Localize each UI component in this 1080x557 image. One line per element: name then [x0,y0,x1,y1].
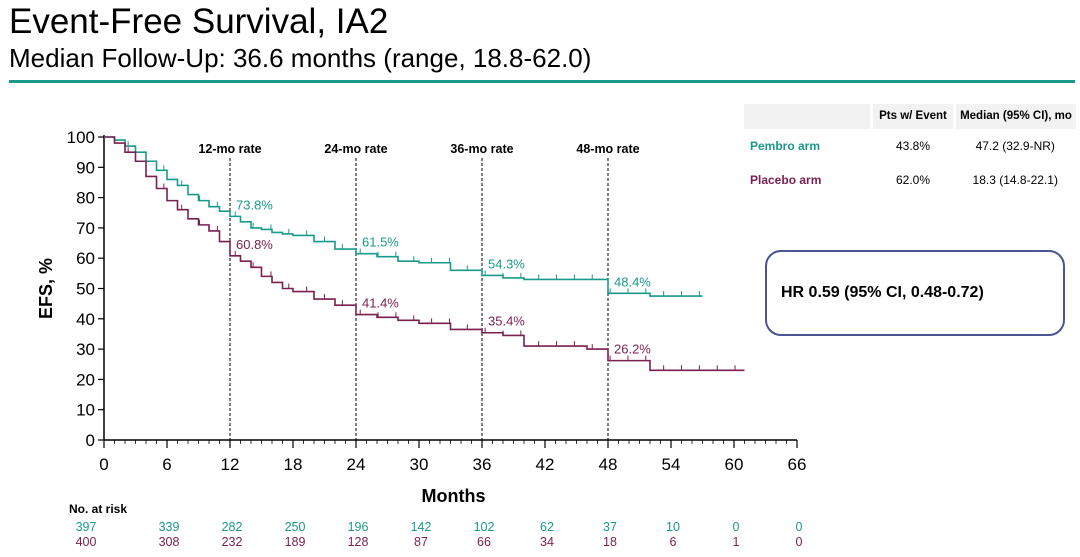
x-tick-label: 48 [599,455,618,474]
y-tick-label: 40 [76,310,95,329]
cell-placebo-median: 18.3 (14.8-22.1) [972,173,1058,187]
cell-pembro-median: 47.2 (32.9-NR) [975,139,1055,153]
placebo-curve [104,136,745,372]
at-risk-value: 62 [540,520,554,534]
at-risk-value: 66 [477,535,491,549]
x-tick-label: 54 [662,455,681,474]
landmark-label: 48-mo rate [576,142,639,156]
at-risk-value: 37 [603,520,617,534]
y-tick-label: 60 [76,249,95,268]
y-tick-label: 90 [76,158,95,177]
x-tick-label: 18 [284,455,303,474]
rate-label: 35.4% [488,314,525,329]
y-axis-label: EFS, % [36,258,56,319]
rate-label: 26.2% [614,342,651,357]
landmark-label: 24-mo rate [324,142,387,156]
at-risk-value: 87 [414,535,428,549]
at-risk-value: 400 [76,535,97,549]
y-tick-label: 30 [76,340,95,359]
page-title: Event-Free Survival, IA2 [9,2,389,41]
at-risk-value: 18 [603,535,617,549]
at-risk-value: 308 [159,535,180,549]
at-risk-value: 232 [222,535,243,549]
at-risk-value: 102 [474,520,495,534]
x-tick-label: 36 [473,455,492,474]
at-risk-value: 128 [348,535,369,549]
col-header-median: Median (95% CI), mo [953,104,1076,129]
at-risk-value: 196 [348,520,369,534]
y-tick-label: 0 [86,431,95,450]
y-tick-label: 20 [76,370,95,389]
col-header-pts-event: Pts w/ Event [870,104,955,129]
at-risk-value: 10 [666,520,680,534]
x-tick-label: 0 [99,455,108,474]
median-summary-table: Pts w/ Event Median (95% CI), mo Pembro … [744,104,1076,197]
table-row: Pembro arm 43.8% 47.2 (32.9-NR) [744,129,1076,163]
at-risk-value: 34 [540,535,554,549]
pembro-curve [104,136,703,297]
landmark-label: 12-mo rate [198,142,261,156]
at-risk-value: 189 [285,535,306,549]
x-tick-label: 66 [788,455,807,474]
rate-label: 73.8% [236,197,273,212]
at-risk-value: 0 [733,520,740,534]
y-tick-label: 50 [76,280,95,299]
at-risk-title: No. at risk [69,502,127,516]
at-risk-value: 1 [733,535,740,549]
table-corner [744,104,872,129]
rate-label: 54.3% [488,256,525,271]
row-label-pembro: Pembro arm [750,139,821,153]
row-label-placebo: Placebo arm [750,173,822,187]
at-risk-value: 250 [285,520,306,534]
at-risk-value: 282 [222,520,243,534]
title-divider [9,80,1075,83]
x-tick-label: 6 [162,455,171,474]
x-tick-label: 42 [536,455,555,474]
rate-label: 41.4% [362,296,399,311]
cell-placebo-event: 62.0% [895,173,931,187]
at-risk-value: 0 [796,535,803,549]
y-tick-label: 100 [67,128,95,147]
hazard-ratio-text: HR 0.59 (95% CI, 0.48-0.72) [781,284,984,301]
y-tick-label: 10 [76,401,95,420]
cell-pembro-event: 43.8% [895,139,931,153]
x-tick-label: 60 [725,455,744,474]
at-risk-value: 397 [76,520,97,534]
x-axis-label: Months [422,486,486,506]
hazard-ratio-box: HR 0.59 (95% CI, 0.48-0.72) [765,250,1065,336]
at-risk-value: 6 [670,535,677,549]
x-tick-label: 12 [221,455,240,474]
at-risk-value: 142 [411,520,432,534]
rate-label: 48.4% [614,274,651,289]
x-tick-label: 30 [410,455,429,474]
rate-label: 61.5% [362,235,399,250]
y-tick-label: 70 [76,219,95,238]
rate-label: 60.8% [236,237,273,252]
y-tick-label: 80 [76,189,95,208]
at-risk-value: 339 [159,520,180,534]
x-tick-label: 24 [347,455,366,474]
table-row: Placebo arm 62.0% 18.3 (14.8-22.1) [744,163,1076,197]
landmark-label: 36-mo rate [450,142,513,156]
page-subtitle: Median Follow-Up: 36.6 months (range, 18… [9,43,592,73]
at-risk-value: 0 [796,520,803,534]
